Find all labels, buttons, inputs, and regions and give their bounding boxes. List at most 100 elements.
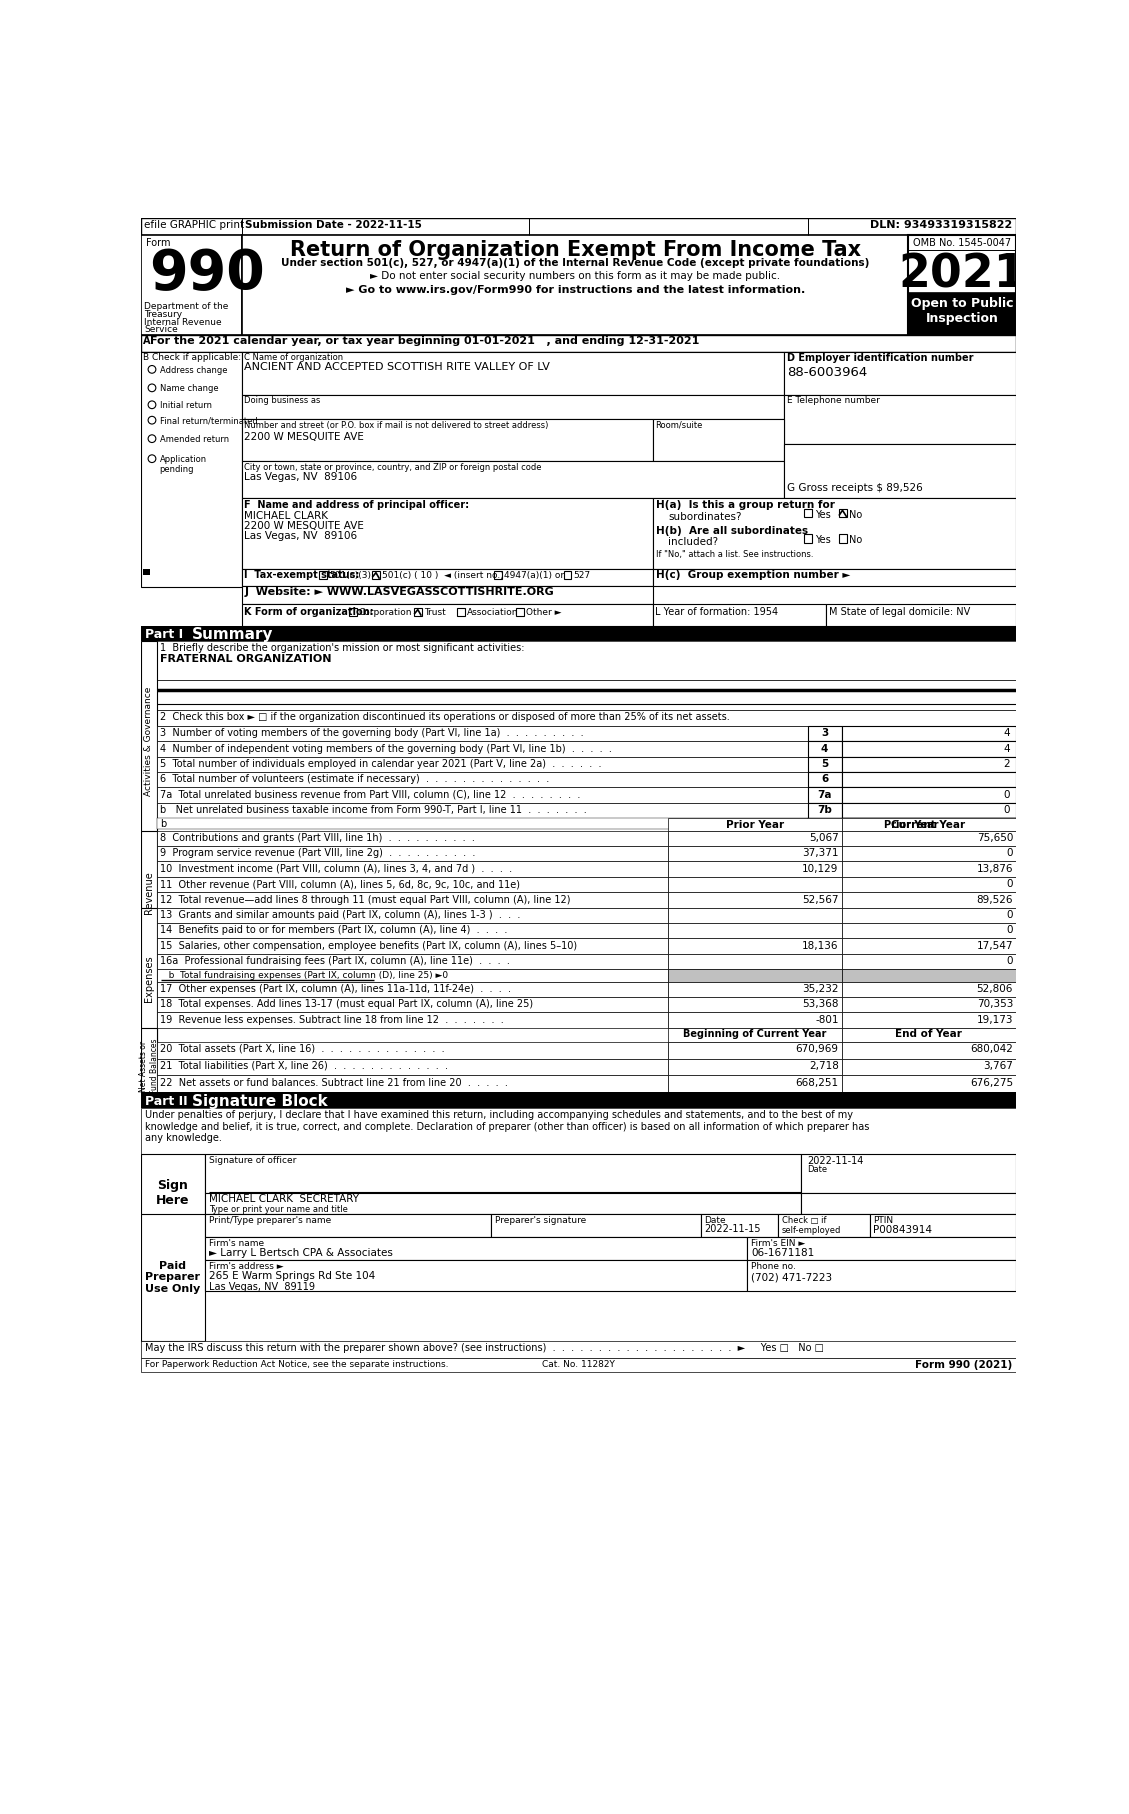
Bar — [747, 1261, 1016, 1292]
Text: 0: 0 — [1006, 849, 1013, 858]
Bar — [653, 604, 826, 626]
Text: Submission Date - 2022-11-15: Submission Date - 2022-11-15 — [245, 219, 422, 230]
Text: 676,275: 676,275 — [970, 1078, 1013, 1088]
Text: Activities & Governance: Activities & Governance — [145, 686, 154, 796]
Bar — [204, 1192, 802, 1214]
Text: 3  Number of voting members of the governing body (Part VI, line 1a)  .  .  .  .: 3 Number of voting members of the govern… — [160, 727, 584, 738]
Text: 14  Benefits paid to or for members (Part IX, column (A), line 4)  .  .  .  .: 14 Benefits paid to or for members (Part… — [160, 925, 508, 936]
Bar — [668, 938, 842, 954]
Bar — [157, 711, 1016, 726]
Bar — [157, 756, 807, 773]
Text: 7a  Total unrelated business revenue from Part VIII, column (C), line 12  .  .  : 7a Total unrelated business revenue from… — [160, 789, 581, 800]
Bar — [842, 907, 1016, 923]
Bar — [842, 998, 1016, 1012]
Bar — [157, 680, 1016, 711]
Text: 70,353: 70,353 — [977, 1000, 1013, 1009]
Bar — [653, 570, 1016, 586]
Bar — [141, 1359, 1016, 1371]
Text: May the IRS discuss this return with the preparer shown above? (see instructions: May the IRS discuss this return with the… — [145, 1342, 824, 1353]
Text: Return of Organization Exempt From Income Tax: Return of Organization Exempt From Incom… — [289, 239, 860, 259]
Text: 3,767: 3,767 — [983, 1061, 1013, 1070]
Text: Expenses: Expenses — [143, 956, 154, 1001]
Text: Date: Date — [704, 1215, 726, 1224]
Text: 18  Total expenses. Add lines 13-17 (must equal Part IX, column (A), line 25): 18 Total expenses. Add lines 13-17 (must… — [160, 1000, 534, 1009]
Text: 16a  Professional fundraising fees (Part IX, column (A), line 11e)  .  .  .  .: 16a Professional fundraising fees (Part … — [160, 956, 510, 967]
Bar — [157, 831, 668, 845]
Bar — [141, 1214, 204, 1341]
Text: 5  Total number of individuals employed in calendar year 2021 (Part V, line 2a) : 5 Total number of individuals employed i… — [160, 758, 602, 769]
Bar — [157, 969, 668, 981]
Text: b: b — [160, 820, 167, 829]
Bar — [157, 787, 807, 804]
Bar — [157, 892, 668, 907]
Bar — [668, 969, 842, 981]
Text: Internal Revenue: Internal Revenue — [145, 317, 222, 327]
Text: 2022-11-15: 2022-11-15 — [704, 1224, 761, 1234]
Bar — [842, 742, 1016, 756]
Bar — [842, 1076, 1016, 1092]
Bar — [157, 742, 807, 756]
Bar — [842, 1041, 1016, 1059]
Text: 501(c) ( 10 )  ◄ (insert no.): 501(c) ( 10 ) ◄ (insert no.) — [382, 571, 504, 580]
Text: No: No — [849, 510, 863, 519]
Text: Summary: Summary — [192, 628, 273, 642]
Text: Revenue: Revenue — [143, 871, 154, 914]
Bar — [668, 845, 842, 862]
Bar — [668, 1041, 842, 1059]
Text: 13  Grants and similar amounts paid (Part IX, column (A), lines 1-3 )  .  .  .: 13 Grants and similar amounts paid (Part… — [160, 911, 520, 920]
Text: No: No — [849, 535, 863, 544]
Text: OMB No. 1545-0047: OMB No. 1545-0047 — [912, 238, 1010, 249]
Text: Cat. No. 11282Y: Cat. No. 11282Y — [542, 1359, 614, 1368]
Bar — [242, 604, 653, 626]
Text: 0: 0 — [1004, 805, 1010, 814]
Text: 4: 4 — [1004, 744, 1010, 753]
Bar — [668, 1012, 842, 1029]
Text: 3: 3 — [821, 727, 829, 738]
Text: Preparer's signature: Preparer's signature — [496, 1215, 587, 1224]
Bar — [141, 1154, 204, 1232]
Text: Room/suite: Room/suite — [655, 421, 702, 430]
Bar — [842, 876, 1016, 892]
Bar — [414, 608, 421, 615]
Text: Initial return: Initial return — [159, 401, 212, 410]
Text: City or town, state or province, country, and ZIP or foreign postal code: City or town, state or province, country… — [244, 463, 542, 472]
Text: 0: 0 — [1006, 880, 1013, 889]
Text: H(b)  Are all subordinates: H(b) Are all subordinates — [656, 526, 808, 535]
Text: For Paperwork Reduction Act Notice, see the separate instructions.: For Paperwork Reduction Act Notice, see … — [145, 1359, 448, 1368]
Text: 6  Total number of volunteers (estimate if necessary)  .  .  .  .  .  .  .  .  .: 6 Total number of volunteers (estimate i… — [160, 775, 550, 784]
Text: 4: 4 — [1004, 727, 1010, 738]
Text: 5: 5 — [821, 758, 829, 769]
Bar — [807, 726, 842, 742]
Text: 10,129: 10,129 — [803, 863, 839, 874]
Text: H(a)  Is this a group return for: H(a) Is this a group return for — [656, 501, 834, 510]
Bar — [807, 787, 842, 804]
Text: Signature Block: Signature Block — [192, 1094, 327, 1108]
Text: 88-6003964: 88-6003964 — [787, 366, 867, 379]
Bar — [242, 499, 653, 570]
Text: 4947(a)(1) or: 4947(a)(1) or — [504, 571, 564, 580]
Bar — [869, 1214, 1016, 1237]
Bar — [242, 419, 653, 461]
Bar — [242, 570, 653, 586]
Text: ► Larry L Bertsch CPA & Associates: ► Larry L Bertsch CPA & Associates — [209, 1248, 393, 1257]
Bar — [141, 907, 157, 1050]
Text: Number and street (or P.O. box if mail is not delivered to street address): Number and street (or P.O. box if mail i… — [244, 421, 549, 430]
Bar — [804, 508, 812, 517]
Bar — [157, 907, 668, 923]
Bar — [242, 395, 785, 419]
Bar — [839, 508, 847, 517]
Bar — [653, 499, 1016, 570]
Bar — [493, 571, 501, 579]
Text: 19,173: 19,173 — [977, 1014, 1013, 1025]
Text: 5,067: 5,067 — [808, 833, 839, 844]
Bar — [141, 234, 242, 336]
Bar — [807, 773, 842, 787]
Text: 6: 6 — [821, 775, 829, 784]
Bar — [842, 845, 1016, 862]
Text: 501(c)(3): 501(c)(3) — [330, 571, 371, 580]
Text: 0: 0 — [1006, 925, 1013, 936]
Bar — [807, 742, 842, 756]
Text: Print/Type preparer's name: Print/Type preparer's name — [209, 1215, 331, 1224]
Bar — [778, 1214, 869, 1237]
Text: 668,251: 668,251 — [796, 1078, 839, 1088]
